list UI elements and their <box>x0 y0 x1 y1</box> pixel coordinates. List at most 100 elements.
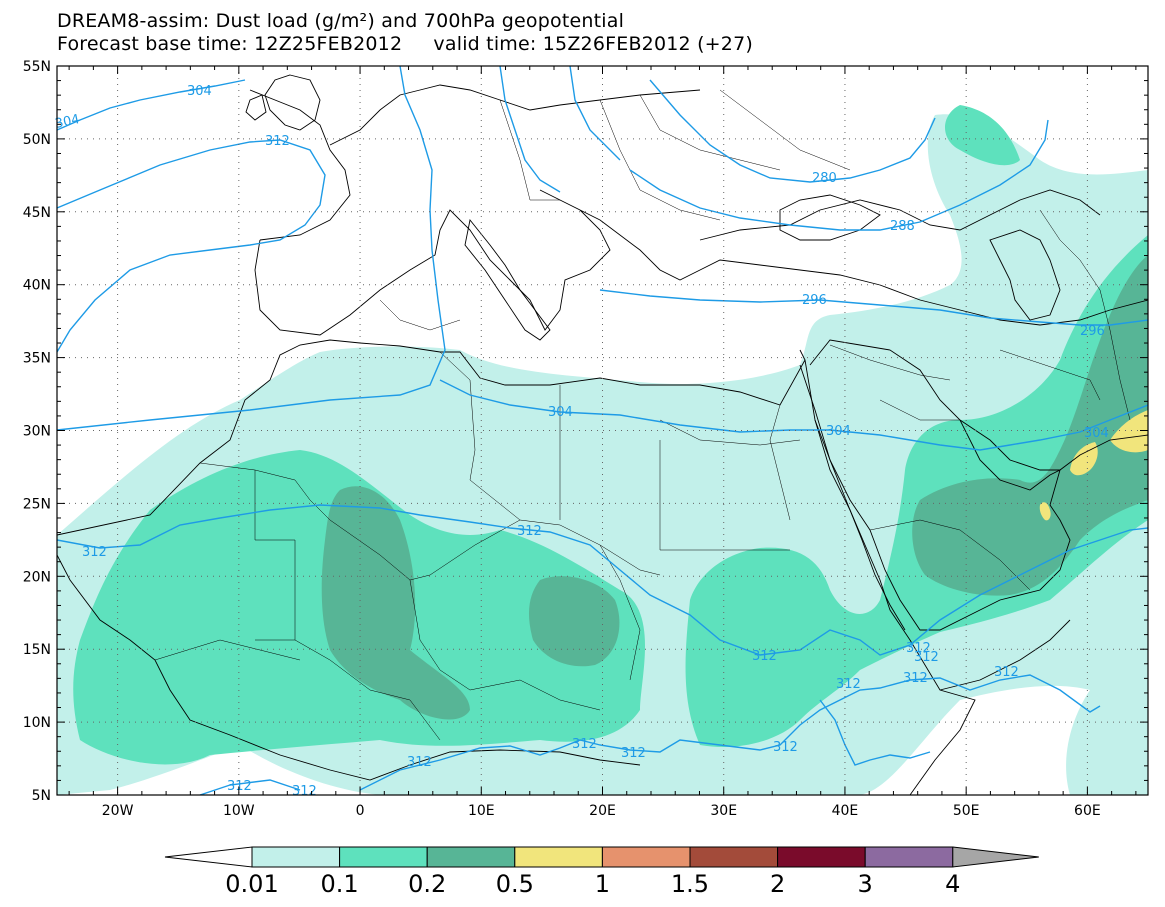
contour-288 <box>629 119 1049 231</box>
colorbar-swatch <box>689 846 779 868</box>
lat-label: 30N <box>23 424 51 440</box>
contour-312-south <box>199 674 1101 795</box>
lat-label: 15N <box>23 642 51 658</box>
contour-280 <box>649 79 936 183</box>
dust-area-medium <box>685 235 1148 748</box>
lon-label: 0 <box>356 803 365 819</box>
coast-caspian <box>989 229 1061 321</box>
contour-312-loop <box>819 699 931 766</box>
colorbar-swatch <box>601 846 691 868</box>
lon-label: 10W <box>223 803 255 819</box>
colorbar-label: 1 <box>595 870 610 898</box>
coast-british-isles <box>245 74 321 131</box>
colorbar: 0.01 0.1 0.2 0.5 1 1.5 2 3 4 <box>164 846 1039 898</box>
colorbar-over-triangle <box>952 846 1039 868</box>
contour-upper-left <box>499 66 561 193</box>
contour-label: 312 <box>914 650 939 665</box>
contour-label: 312 <box>773 740 798 755</box>
coast-red-sea <box>799 364 906 631</box>
colorbar-label: 4 <box>945 870 960 898</box>
colorbar-label: 1.5 <box>671 870 709 898</box>
colorbar-under-triangle <box>164 846 253 868</box>
coast-persian-gulf <box>959 419 1148 471</box>
colorbar-swatch <box>514 846 603 868</box>
contour-label: 304 <box>54 112 81 132</box>
lon-label: 30E <box>710 803 737 819</box>
contour-label: 312 <box>517 524 542 539</box>
contour-304-north <box>57 79 246 131</box>
contour-upper-mid <box>569 66 621 161</box>
contour-label: 312 <box>903 671 928 686</box>
colorbar-swatch <box>864 846 954 868</box>
map-title: DREAM8-assim: Dust load (g/m²) and 700hP… <box>57 10 625 32</box>
contour-296 <box>599 289 1148 326</box>
contour-312-north <box>57 139 326 353</box>
lat-label: 40N <box>23 278 51 294</box>
contour-label: 312 <box>994 665 1019 680</box>
colorbar-swatch <box>251 846 341 868</box>
dust-area-medium <box>945 105 1020 166</box>
contour-labels: 304 304 312 312 304 312 304 288 296 280 … <box>54 84 1109 799</box>
latitude-labels: 55N 50N 45N 40N 35N 30N 25N 20N 15N 10N 5N <box>23 59 51 804</box>
colorbar-swatch <box>339 846 428 868</box>
coastlines <box>57 74 1148 795</box>
lon-label: 10E <box>468 803 495 819</box>
colorbar-swatch <box>777 846 866 868</box>
axis-ticks <box>57 66 1148 795</box>
dust-area-dark <box>321 486 470 720</box>
contour-312-main <box>57 504 1148 656</box>
lon-label: 20E <box>589 803 616 819</box>
lat-label: 55N <box>23 59 51 75</box>
colorbar-label: 3 <box>858 870 873 898</box>
contour-304-central <box>57 66 446 431</box>
dust-area-yellow <box>1039 502 1051 521</box>
contour-label: 312 <box>292 784 317 799</box>
lat-label: 20N <box>23 569 51 585</box>
lat-label: 35N <box>23 351 51 367</box>
dust-field <box>57 105 1148 795</box>
contour-label: 280 <box>812 171 837 186</box>
colorbar-label: 2 <box>770 870 785 898</box>
geopotential-contours <box>57 66 1148 795</box>
contour-label: 304 <box>1084 426 1109 441</box>
contour-label: 312 <box>407 755 432 770</box>
dust-area-yellow <box>1070 442 1098 476</box>
colorbar-label: 0.5 <box>496 870 534 898</box>
lon-label: 60E <box>1074 803 1101 819</box>
contour-label: 296 <box>1080 324 1105 339</box>
contour-label: 312 <box>906 641 931 656</box>
contour-label: 312 <box>265 134 290 149</box>
contour-label: 296 <box>802 293 827 308</box>
contour-label: 304 <box>826 424 851 439</box>
lon-label: 50E <box>953 803 980 819</box>
contour-label: 312 <box>227 779 252 794</box>
lat-label: 50N <box>23 132 51 148</box>
contour-label: 312 <box>82 545 107 560</box>
colorbar-label: 0.1 <box>321 870 359 898</box>
dust-area-dark <box>912 255 1148 596</box>
country-borders <box>154 89 1131 741</box>
lat-label: 45N <box>23 205 51 221</box>
coast-arabia <box>809 339 1071 631</box>
contour-label: 312 <box>752 649 777 664</box>
map-subtitle: Forecast base time: 12Z25FEB2012 valid t… <box>57 33 753 55</box>
dust-area-yellow <box>1110 410 1148 453</box>
lon-label: 40E <box>832 803 859 819</box>
colorbar-label: 0.2 <box>408 870 446 898</box>
lat-label: 5N <box>32 788 51 804</box>
contour-label: 312 <box>621 746 646 761</box>
contour-label: 304 <box>187 84 212 99</box>
colorbar-label: 0.01 <box>225 870 278 898</box>
contour-label: 304 <box>548 405 573 420</box>
coast-italy <box>464 218 551 341</box>
contour-label: 312 <box>836 677 861 692</box>
contour-label: 312 <box>572 737 597 752</box>
coast-europe <box>249 84 1148 336</box>
lat-label: 25N <box>23 496 51 512</box>
lat-label: 10N <box>23 715 51 731</box>
longitude-labels: 20W 10W 0 10E 20E 30E 40E 50E 60E <box>102 803 1101 819</box>
lon-label: 20W <box>102 803 134 819</box>
coast-madagascar-somalia <box>939 619 1071 691</box>
contour-304-mid <box>439 379 1148 451</box>
